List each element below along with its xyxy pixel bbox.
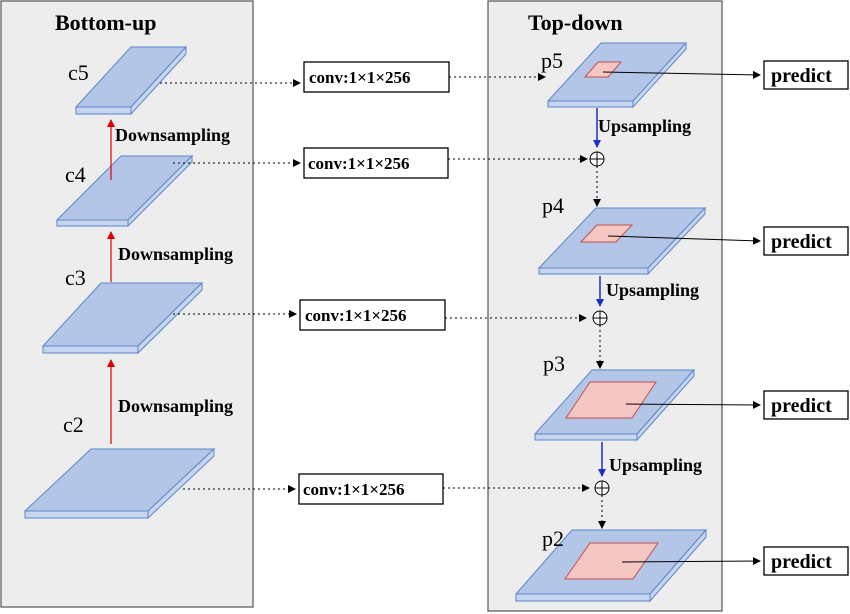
slab-c4 [55,154,194,228]
top-down-title: Top-down [528,10,623,35]
predict-box-p4: predict [763,226,849,256]
level-label-p3: p3 [543,351,565,376]
p2-region [564,542,659,580]
p3-region [565,381,657,419]
slab-p2 [514,528,708,603]
p4-to-predict-line [607,235,761,245]
downsampling-label-1: Downsampling [115,125,230,145]
p2-to-predict-line [621,557,761,566]
level-label-c5: c5 [68,60,89,85]
conv-box-c4: conv:1×1×256 [303,147,449,179]
upsampling-label-2: Upsampling [606,280,699,300]
slab-c5 [74,45,188,116]
level-label-p5: p5 [541,48,563,73]
conv-box-c2: conv:1×1×256 [298,473,444,505]
predict-box-p2: predict [763,546,849,576]
slab-c2 [23,447,216,520]
conv-label-c3: conv:1×1×256 [305,306,407,325]
conv-label-c2: conv:1×1×256 [303,480,405,499]
level-label-c2: c2 [63,412,84,437]
conv-label-c5: conv:1×1×256 [309,68,411,87]
predict-label-p5: predict [771,65,832,87]
sum-node-p4 [589,151,605,167]
level-label-p2: p2 [542,526,564,551]
slab-p3 [533,368,696,442]
sum-node-p3 [592,310,608,326]
downsampling-label-2: Downsampling [118,244,233,264]
slab-p4 [537,206,707,276]
upsampling-label-1: Upsampling [598,116,691,136]
predict-label-p3: predict [771,395,832,417]
predict-box-p5: predict [763,60,849,90]
conv-box-c5: conv:1×1×256 [303,61,450,93]
p4-region [579,224,634,243]
level-label-p4: p4 [542,193,564,218]
level-label-c4: c4 [65,162,86,187]
slab-c3 [41,281,204,355]
downsampling-label-3: Downsampling [118,396,233,416]
conv-label-c4: conv:1×1×256 [308,154,410,173]
p3-to-predict-line [625,400,761,409]
predict-box-p3: predict [763,390,849,420]
predict-label-p4: predict [771,231,832,253]
bottom-up-title: Bottom-up [55,10,156,35]
upsampling-label-3: Upsampling [609,455,702,475]
conv-box-c3: conv:1×1×256 [299,299,446,331]
sum-node-p2 [594,480,610,496]
predict-label-p2: predict [771,551,832,573]
level-label-c3: c3 [65,265,86,290]
p5-to-predict-line [602,70,761,79]
p5-region [583,61,623,78]
